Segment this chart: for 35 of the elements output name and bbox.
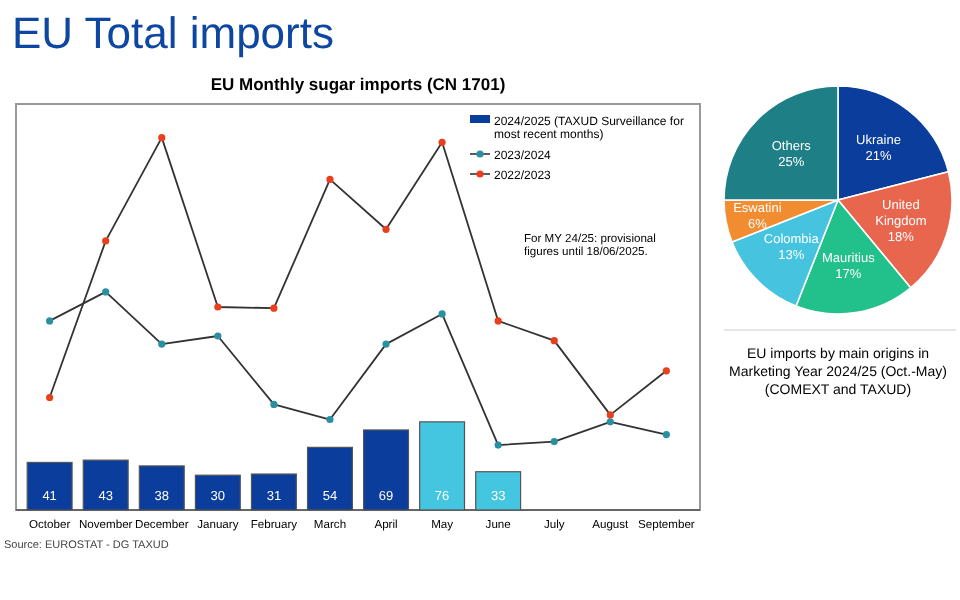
bar <box>82 459 129 511</box>
bar <box>475 471 522 511</box>
point <box>494 441 502 449</box>
point <box>46 393 54 402</box>
bar <box>194 474 241 511</box>
point <box>46 317 54 325</box>
point <box>662 431 670 439</box>
point <box>606 411 614 419</box>
point <box>550 437 558 446</box>
point <box>270 304 278 312</box>
point <box>102 288 110 296</box>
point <box>606 418 614 426</box>
point <box>214 303 222 311</box>
point <box>438 310 446 318</box>
chart-subtitle: EU Monthly sugar imports (CN 1701) <box>210 74 506 94</box>
bar <box>306 446 353 511</box>
bar <box>26 461 73 511</box>
point <box>158 340 166 348</box>
chart-title: EU Total imports <box>12 8 334 58</box>
point <box>158 134 166 142</box>
point <box>550 337 558 345</box>
point <box>102 237 110 245</box>
bar <box>363 429 410 511</box>
point <box>326 415 334 424</box>
point <box>662 367 670 375</box>
point <box>382 340 390 348</box>
point <box>438 138 446 146</box>
point <box>214 332 222 340</box>
bar <box>419 421 466 511</box>
point <box>382 225 390 233</box>
point <box>494 317 502 325</box>
point <box>270 400 278 409</box>
bar <box>250 473 297 511</box>
bar <box>138 465 185 511</box>
point <box>326 175 334 183</box>
